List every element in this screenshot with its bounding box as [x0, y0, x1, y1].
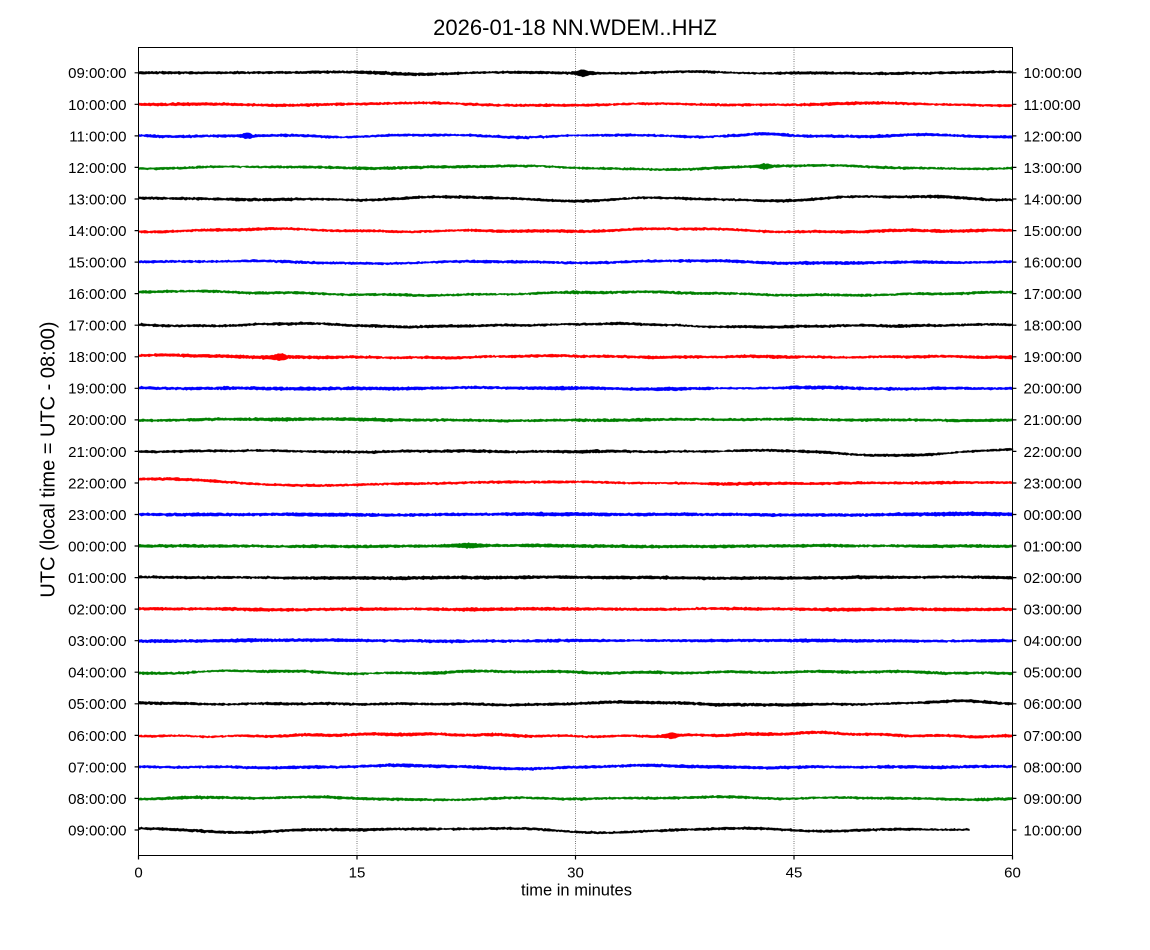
- svg-text:08:00:00: 08:00:00: [1024, 759, 1082, 776]
- svg-text:10:00:00: 10:00:00: [1024, 822, 1082, 839]
- svg-text:14:00:00: 14:00:00: [68, 223, 126, 240]
- svg-text:0: 0: [134, 865, 142, 882]
- svg-text:07:00:00: 07:00:00: [68, 759, 126, 776]
- svg-text:22:00:00: 22:00:00: [1024, 444, 1082, 461]
- svg-text:09:00:00: 09:00:00: [68, 65, 126, 82]
- svg-text:02:00:00: 02:00:00: [68, 602, 126, 619]
- svg-text:15:00:00: 15:00:00: [1024, 223, 1082, 240]
- svg-text:03:00:00: 03:00:00: [1024, 602, 1082, 619]
- svg-text:09:00:00: 09:00:00: [68, 822, 126, 839]
- svg-text:10:00:00: 10:00:00: [68, 97, 126, 114]
- svg-text:21:00:00: 21:00:00: [1024, 412, 1082, 429]
- svg-text:20:00:00: 20:00:00: [1024, 381, 1082, 398]
- svg-text:19:00:00: 19:00:00: [1024, 349, 1082, 366]
- svg-text:01:00:00: 01:00:00: [1024, 538, 1082, 555]
- svg-text:02:00:00: 02:00:00: [1024, 570, 1082, 587]
- svg-text:05:00:00: 05:00:00: [1024, 665, 1082, 682]
- svg-text:UTC (local time = UTC - 08:00): UTC (local time = UTC - 08:00): [38, 321, 60, 597]
- svg-text:17:00:00: 17:00:00: [1024, 286, 1082, 303]
- svg-text:11:00:00: 11:00:00: [1024, 97, 1081, 114]
- svg-text:15: 15: [349, 865, 366, 882]
- svg-text:11:00:00: 11:00:00: [69, 128, 126, 145]
- svg-text:00:00:00: 00:00:00: [1024, 507, 1082, 524]
- svg-text:05:00:00: 05:00:00: [68, 696, 126, 713]
- svg-text:2026-01-18 NN.WDEM..HHZ: 2026-01-18 NN.WDEM..HHZ: [433, 15, 717, 40]
- svg-text:23:00:00: 23:00:00: [1024, 475, 1082, 492]
- svg-text:01:00:00: 01:00:00: [68, 570, 126, 587]
- svg-text:60: 60: [1004, 865, 1021, 882]
- svg-text:13:00:00: 13:00:00: [1024, 160, 1082, 177]
- svg-text:09:00:00: 09:00:00: [1024, 791, 1082, 808]
- svg-text:17:00:00: 17:00:00: [68, 318, 126, 335]
- svg-text:08:00:00: 08:00:00: [68, 791, 126, 808]
- svg-text:06:00:00: 06:00:00: [68, 728, 126, 745]
- svg-text:20:00:00: 20:00:00: [68, 412, 126, 429]
- svg-text:03:00:00: 03:00:00: [68, 633, 126, 650]
- svg-text:12:00:00: 12:00:00: [1024, 128, 1082, 145]
- svg-text:16:00:00: 16:00:00: [68, 286, 126, 303]
- svg-text:06:00:00: 06:00:00: [1024, 696, 1082, 713]
- svg-text:18:00:00: 18:00:00: [1024, 318, 1082, 335]
- svg-text:19:00:00: 19:00:00: [68, 381, 126, 398]
- svg-text:04:00:00: 04:00:00: [68, 665, 126, 682]
- svg-text:16:00:00: 16:00:00: [1024, 255, 1082, 272]
- svg-text:00:00:00: 00:00:00: [68, 538, 126, 555]
- svg-text:45: 45: [786, 865, 803, 882]
- svg-text:14:00:00: 14:00:00: [1024, 191, 1082, 208]
- svg-text:23:00:00: 23:00:00: [68, 507, 126, 524]
- svg-text:04:00:00: 04:00:00: [1024, 633, 1082, 650]
- svg-text:15:00:00: 15:00:00: [68, 255, 126, 272]
- svg-text:time in minutes: time in minutes: [521, 882, 632, 900]
- svg-text:12:00:00: 12:00:00: [68, 160, 126, 177]
- svg-text:30: 30: [567, 865, 584, 882]
- svg-text:21:00:00: 21:00:00: [68, 444, 126, 461]
- svg-text:13:00:00: 13:00:00: [68, 191, 126, 208]
- svg-text:10:00:00: 10:00:00: [1024, 65, 1082, 82]
- svg-text:22:00:00: 22:00:00: [68, 475, 126, 492]
- svg-text:18:00:00: 18:00:00: [68, 349, 126, 366]
- svg-text:07:00:00: 07:00:00: [1024, 728, 1082, 745]
